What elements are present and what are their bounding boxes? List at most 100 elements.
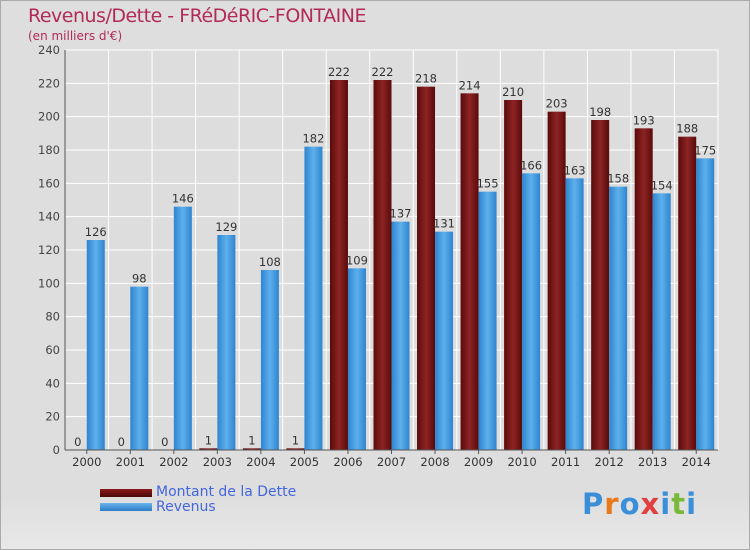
y-tick-label: 160	[38, 176, 60, 190]
bar-dette	[634, 128, 653, 451]
logo-letter: i	[660, 487, 672, 521]
bar-dette	[678, 136, 697, 450]
data-label-dette: 1	[292, 433, 299, 447]
logo-letter: x	[640, 487, 661, 521]
data-label-revenus: 163	[564, 163, 586, 177]
x-tick-label: 2014	[682, 455, 711, 469]
chart-title: Revenus/Dette - FRéDéRIC-FONTAINE	[28, 5, 366, 27]
bar-revenus	[173, 206, 192, 450]
data-label-revenus: 98	[132, 272, 147, 286]
data-label-dette: 0	[74, 435, 81, 449]
bar-dette	[591, 120, 610, 450]
bar-revenus	[391, 221, 410, 450]
data-label-dette: 218	[415, 72, 437, 86]
data-label-dette: 198	[589, 105, 611, 119]
x-tick-label: 2006	[333, 455, 362, 469]
x-tick-label: 2002	[159, 455, 188, 469]
data-label-revenus: 146	[172, 192, 194, 206]
legend-swatch-dette	[100, 489, 152, 497]
data-label-dette: 1	[205, 433, 212, 447]
bar-dette	[242, 448, 261, 450]
x-tick-label: 2009	[464, 455, 493, 469]
bar-revenus	[652, 193, 671, 451]
legend-swatch-revenus	[100, 503, 152, 511]
y-tick-label: 200	[38, 110, 60, 124]
data-label-revenus: 109	[346, 253, 368, 267]
data-label-revenus: 126	[85, 225, 107, 239]
bar-dette	[199, 448, 218, 450]
logo-letter: r	[604, 487, 620, 521]
y-tick-label: 120	[38, 243, 60, 257]
x-tick-label: 2010	[507, 455, 536, 469]
bar-dette	[373, 80, 392, 450]
bar-revenus	[565, 178, 584, 451]
y-tick-label: 240	[38, 43, 60, 57]
bar-revenus	[435, 231, 454, 450]
x-tick-label: 2007	[377, 455, 406, 469]
data-label-dette: 1	[248, 433, 255, 447]
data-label-dette: 0	[118, 435, 125, 449]
data-label-dette: 203	[546, 97, 568, 111]
data-label-revenus: 155	[477, 177, 499, 191]
bar-revenus	[609, 186, 628, 450]
legend-label-dette: Montant de la Dette	[156, 484, 297, 500]
x-tick-label: 2013	[638, 455, 667, 469]
x-tick-label: 2000	[72, 455, 101, 469]
bar-dette	[547, 111, 566, 451]
bar-revenus	[478, 191, 497, 450]
data-label-dette: 0	[161, 435, 168, 449]
data-label-dette: 210	[502, 85, 524, 99]
bar-revenus	[304, 146, 323, 450]
data-label-revenus: 108	[259, 255, 281, 269]
data-label-revenus: 182	[302, 132, 324, 146]
x-tick-label: 2001	[116, 455, 145, 469]
x-tick-label: 2011	[551, 455, 580, 469]
proxiti-logo: Proxiti	[582, 487, 697, 521]
y-tick-label: 140	[38, 210, 60, 224]
y-tick-label: 220	[38, 76, 60, 90]
data-label-revenus: 158	[607, 172, 629, 186]
bar-revenus	[522, 173, 541, 451]
data-label-revenus: 131	[433, 217, 455, 231]
x-tick-label: 2012	[595, 455, 624, 469]
data-label-revenus: 154	[651, 178, 673, 192]
data-label-dette: 222	[372, 65, 394, 79]
data-label-dette: 188	[676, 122, 698, 136]
bar-dette	[460, 93, 479, 450]
bar-revenus	[86, 240, 105, 450]
x-tick-label: 2005	[290, 455, 319, 469]
data-label-revenus: 137	[390, 207, 412, 221]
y-tick-label: 100	[38, 276, 60, 290]
bar-revenus	[130, 286, 149, 450]
logo-letter: o	[619, 487, 641, 521]
bar-revenus	[696, 158, 715, 451]
data-label-dette: 214	[459, 78, 481, 92]
data-label-revenus: 166	[520, 158, 542, 172]
data-label-dette: 193	[633, 113, 655, 127]
chart-subtitle: (en milliers d'€)	[28, 29, 123, 43]
bar-dette	[329, 80, 348, 450]
data-label-dette: 222	[328, 65, 350, 79]
logo-letter: P	[582, 487, 605, 521]
y-tick-label: 0	[53, 443, 60, 457]
y-tick-label: 80	[45, 310, 60, 324]
data-label-revenus: 129	[215, 220, 237, 234]
y-tick-label: 60	[45, 343, 60, 357]
x-tick-label: 2003	[203, 455, 232, 469]
data-label-revenus: 175	[694, 143, 716, 157]
y-tick-label: 40	[45, 376, 60, 390]
bar-revenus	[347, 268, 366, 450]
bar-dette	[286, 448, 305, 450]
x-tick-label: 2004	[246, 455, 275, 469]
bar-dette	[504, 100, 523, 450]
bar-dette	[417, 86, 436, 451]
logo-letter: i	[686, 487, 698, 521]
logo-letter: t	[671, 487, 687, 521]
bar-revenus	[260, 270, 279, 450]
legend-label-revenus: Revenus	[156, 499, 216, 515]
y-tick-label: 180	[38, 143, 60, 157]
x-tick-label: 2008	[420, 455, 449, 469]
y-tick-label: 20	[45, 410, 60, 424]
bar-revenus	[217, 235, 236, 450]
